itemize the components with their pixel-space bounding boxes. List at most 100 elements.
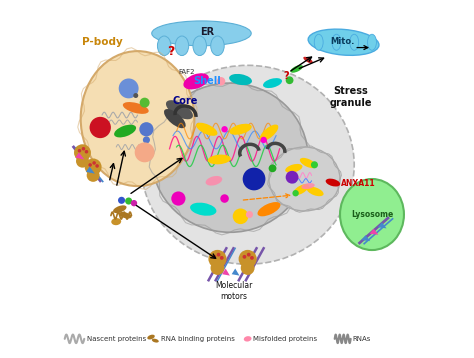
Circle shape [246,211,253,218]
Circle shape [131,200,137,206]
Ellipse shape [229,74,252,85]
Circle shape [90,117,111,138]
Text: Stress
granule: Stress granule [329,87,372,108]
Circle shape [92,161,96,165]
Circle shape [241,261,255,275]
Circle shape [260,137,267,143]
Text: Molecular
motors: Molecular motors [215,281,252,301]
Ellipse shape [113,205,127,213]
Circle shape [171,192,185,205]
Text: Nascent proteins: Nascent proteins [87,336,146,342]
Ellipse shape [263,78,282,88]
Polygon shape [370,229,378,235]
Circle shape [286,171,299,184]
Text: RNA binding proteins: RNA binding proteins [161,336,235,342]
Circle shape [74,144,91,161]
Circle shape [85,150,88,154]
Ellipse shape [152,339,159,343]
Circle shape [217,253,220,257]
Ellipse shape [257,202,281,216]
Ellipse shape [303,57,313,63]
Polygon shape [86,166,95,174]
Circle shape [243,168,265,190]
Ellipse shape [183,73,209,90]
Ellipse shape [340,179,404,250]
Ellipse shape [111,218,121,225]
Ellipse shape [308,29,379,55]
Ellipse shape [229,124,252,135]
Circle shape [118,78,138,98]
Circle shape [139,122,154,136]
Ellipse shape [291,65,303,73]
Circle shape [140,98,150,108]
Ellipse shape [326,179,340,187]
Circle shape [250,256,254,260]
Ellipse shape [152,83,308,232]
Circle shape [210,261,224,275]
Polygon shape [222,268,230,276]
Ellipse shape [293,184,309,195]
Text: ?: ? [283,71,289,81]
Circle shape [220,256,224,260]
Ellipse shape [206,176,222,185]
Ellipse shape [269,147,340,211]
Text: Shell: Shell [193,76,221,86]
Circle shape [217,77,225,86]
Ellipse shape [314,34,323,50]
Ellipse shape [300,158,316,168]
Ellipse shape [260,125,278,141]
Ellipse shape [118,212,132,218]
Ellipse shape [244,336,252,342]
Text: Misfolded proteins: Misfolded proteins [253,336,318,342]
Circle shape [95,164,99,168]
Circle shape [238,250,257,268]
Circle shape [247,253,251,257]
Text: Core: Core [173,96,198,106]
Ellipse shape [164,109,186,128]
Text: Mito.: Mito. [331,37,355,46]
Ellipse shape [350,34,359,50]
Text: ?: ? [168,45,175,58]
Circle shape [220,194,229,203]
Circle shape [269,164,276,172]
Circle shape [286,76,293,84]
Text: P-body: P-body [82,37,123,47]
Ellipse shape [166,100,193,119]
Circle shape [76,155,89,168]
Circle shape [118,197,125,204]
Ellipse shape [175,36,189,55]
Circle shape [143,136,150,144]
Polygon shape [232,268,239,276]
Ellipse shape [147,335,155,339]
Polygon shape [75,153,84,159]
Text: Lysosome: Lysosome [351,210,393,219]
Polygon shape [378,222,387,228]
Text: ANXA11: ANXA11 [341,179,376,188]
Ellipse shape [307,187,324,196]
Circle shape [78,149,81,153]
Ellipse shape [285,164,302,173]
Text: FAF2: FAF2 [178,69,195,76]
Circle shape [233,208,248,224]
Ellipse shape [141,65,354,264]
Text: RNAs: RNAs [353,336,371,342]
Ellipse shape [367,34,376,50]
Circle shape [85,159,101,175]
Ellipse shape [332,34,341,50]
Ellipse shape [123,102,149,114]
Circle shape [133,93,138,98]
Ellipse shape [301,183,315,189]
Circle shape [212,255,216,259]
Circle shape [221,126,228,132]
Ellipse shape [196,123,218,136]
Ellipse shape [208,155,231,164]
Circle shape [209,250,227,268]
Circle shape [82,147,85,150]
Ellipse shape [81,51,194,186]
Circle shape [88,163,92,167]
Ellipse shape [157,36,171,55]
Polygon shape [361,235,370,241]
Text: ER: ER [200,26,214,37]
Circle shape [87,169,100,182]
Circle shape [311,161,318,168]
